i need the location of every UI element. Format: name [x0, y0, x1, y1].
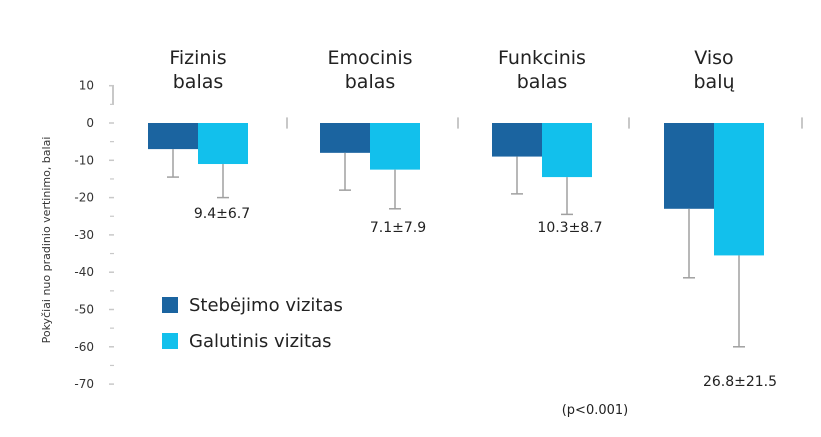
category-label: Emocinis [327, 47, 412, 69]
category-label: Viso [694, 47, 733, 69]
bar [714, 123, 764, 256]
category-label: balų [693, 71, 734, 93]
data-label: 9.4±6.7 [194, 206, 250, 222]
category-label: Funkcinis [498, 47, 586, 69]
bar [198, 123, 248, 165]
y-tick-label: -60 [74, 340, 94, 354]
legend-label: Galutinis vizitas [189, 331, 332, 352]
data-label: 7.1±7.9 [370, 220, 426, 236]
bar [542, 123, 592, 178]
y-tick-label: 0 [86, 116, 94, 130]
data-label: 10.3±8.7 [537, 220, 602, 236]
y-tick-label: 10 [79, 79, 94, 93]
data-label: 26.8±21.5 [703, 374, 777, 390]
bar [370, 123, 420, 170]
y-tick-label: -70 [74, 377, 94, 391]
bar [664, 123, 714, 209]
y-tick-label: -40 [74, 265, 94, 279]
category-label: balas [517, 71, 568, 93]
category-label: balas [173, 71, 224, 93]
y-tick-label: -20 [74, 191, 94, 205]
category-label: balas [345, 71, 396, 93]
y-axis-label: Pokyčiai nuo pradinio vertinimo, balai [40, 137, 53, 344]
category-label: Fizinis [169, 47, 226, 69]
bar [492, 123, 542, 157]
bar [148, 123, 198, 150]
legend-label: Stebėjimo vizitas [189, 295, 343, 316]
bar [320, 123, 370, 153]
y-tick-label: -50 [74, 303, 94, 317]
y-tick-label: -10 [74, 153, 94, 167]
y-tick-label: -30 [74, 228, 94, 242]
legend-swatch [162, 333, 178, 349]
p-value-note: (p<0.001) [562, 403, 629, 418]
legend-swatch [162, 297, 178, 313]
